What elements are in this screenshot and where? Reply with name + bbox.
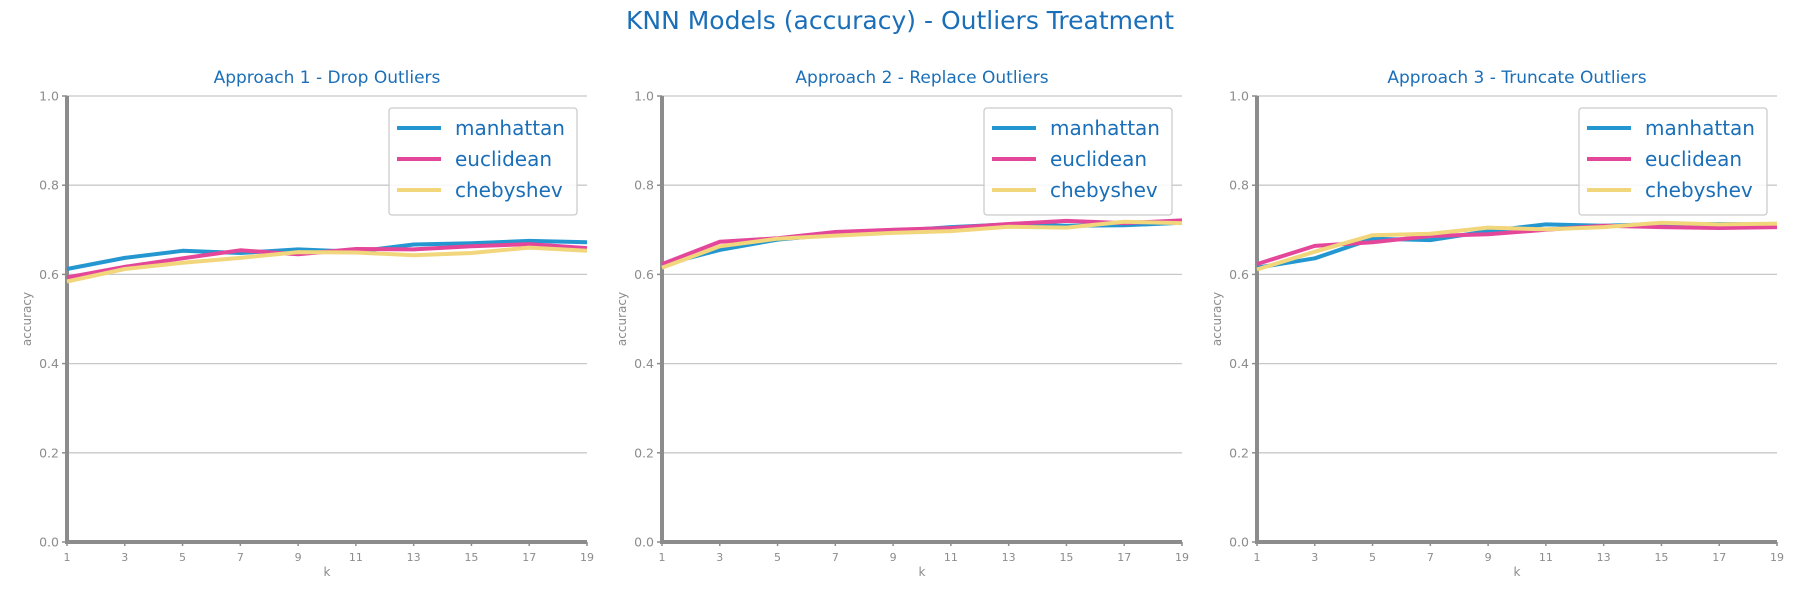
legend-label: euclidean [455, 147, 552, 171]
x-tick-label: 13 [1002, 551, 1016, 564]
y-tick-label: 0.6 [1229, 267, 1249, 282]
y-tick-label: 0.4 [634, 356, 654, 371]
x-axis-label: k [324, 565, 331, 579]
x-tick-label: 7 [1427, 551, 1434, 564]
x-axis-label: k [919, 565, 926, 579]
x-tick-label: 19 [1175, 551, 1189, 564]
legend-label: chebyshev [455, 178, 563, 202]
y-tick-label: 0.8 [39, 178, 59, 193]
y-tick-label: 0.8 [634, 178, 654, 193]
x-axis-label: k [1514, 565, 1521, 579]
x-tick-label: 15 [1059, 551, 1073, 564]
x-tick-label: 3 [716, 551, 723, 564]
y-tick-label: 0.2 [1229, 445, 1249, 460]
x-tick-label: 9 [1485, 551, 1492, 564]
x-tick-label: 11 [944, 551, 958, 564]
y-tick-label: 0.0 [1229, 535, 1249, 550]
legend-label: manhattan [1050, 116, 1160, 140]
x-tick-label: 11 [349, 551, 363, 564]
x-tick-label: 5 [179, 551, 186, 564]
y-tick-label: 0.4 [1229, 356, 1249, 371]
y-tick-label: 0.0 [39, 535, 59, 550]
x-tick-label: 3 [121, 551, 128, 564]
legend-label: manhattan [455, 116, 565, 140]
panel-title: Approach 3 - Truncate Outliers [1387, 68, 1646, 88]
x-tick-label: 9 [295, 551, 302, 564]
x-tick-label: 19 [1770, 551, 1784, 564]
x-tick-label: 5 [774, 551, 781, 564]
x-tick-label: 17 [1117, 551, 1131, 564]
y-tick-label: 1.0 [1229, 89, 1249, 104]
x-tick-label: 15 [464, 551, 478, 564]
legend-label: euclidean [1050, 147, 1147, 171]
x-tick-label: 3 [1311, 551, 1318, 564]
x-tick-label: 1 [659, 551, 666, 564]
series-line-chebyshev [66, 245, 588, 284]
y-tick-label: 0.6 [634, 267, 654, 282]
figure-title: KNN Models (accuracy) - Outliers Treatme… [625, 6, 1175, 35]
x-tick-label: 1 [64, 551, 71, 564]
x-tick-label: 17 [522, 551, 536, 564]
y-tick-label: 0.2 [634, 445, 654, 460]
x-tick-label: 9 [890, 551, 897, 564]
y-axis-label: accuracy [1210, 292, 1224, 346]
series-line-euclidean [661, 218, 1183, 266]
y-tick-label: 0.2 [39, 445, 59, 460]
y-tick-label: 0.8 [1229, 178, 1249, 193]
x-tick-label: 17 [1712, 551, 1726, 564]
y-tick-label: 0.6 [39, 267, 59, 282]
x-tick-label: 15 [1654, 551, 1668, 564]
y-tick-label: 1.0 [634, 89, 654, 104]
y-axis-label: accuracy [20, 292, 34, 346]
y-axis-label: accuracy [615, 292, 629, 346]
x-tick-label: 7 [832, 551, 839, 564]
legend-label: manhattan [1645, 116, 1755, 140]
legend-label: euclidean [1645, 147, 1742, 171]
x-tick-label: 1 [1254, 551, 1261, 564]
legend-label: chebyshev [1050, 178, 1158, 202]
x-tick-label: 13 [1597, 551, 1611, 564]
y-tick-label: 0.0 [634, 535, 654, 550]
x-tick-label: 13 [407, 551, 421, 564]
x-tick-label: 5 [1369, 551, 1376, 564]
x-tick-label: 7 [237, 551, 244, 564]
legend-label: chebyshev [1645, 178, 1753, 202]
panel-title: Approach 2 - Replace Outliers [795, 68, 1048, 88]
x-tick-label: 19 [580, 551, 594, 564]
x-tick-label: 11 [1539, 551, 1553, 564]
series-line-chebyshev [661, 219, 1183, 270]
y-tick-label: 0.4 [39, 356, 59, 371]
y-tick-label: 1.0 [39, 89, 59, 104]
panel-title: Approach 1 - Drop Outliers [214, 68, 441, 88]
series-line-chebyshev [1256, 220, 1778, 272]
